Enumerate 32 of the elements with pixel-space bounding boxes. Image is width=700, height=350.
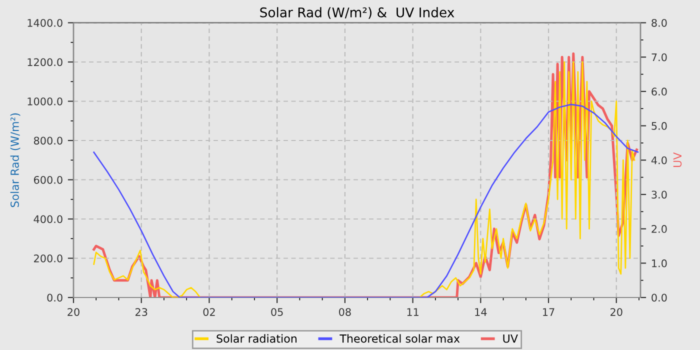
y2-tick-label: 5.0 bbox=[652, 122, 667, 130]
x-tick-label: 14 bbox=[475, 308, 487, 316]
x-tick-label: 11 bbox=[407, 308, 418, 316]
legend-label: UV bbox=[503, 334, 518, 343]
y2-tick-label: 4.0 bbox=[651, 156, 667, 164]
y-tick-label: 800.0 bbox=[34, 136, 62, 145]
x-tick-label: 17 bbox=[543, 308, 554, 316]
y-tick-label: 200.0 bbox=[34, 254, 62, 262]
y2-tick-label: 0.0 bbox=[652, 294, 667, 302]
y-tick-label: 600.0 bbox=[34, 176, 62, 184]
x-tick-label: 08 bbox=[338, 308, 351, 316]
y2-tick-label: 7.0 bbox=[652, 53, 667, 62]
y-tick-label: 400.0 bbox=[34, 215, 62, 224]
legend-label: Theoretical solar max bbox=[340, 334, 460, 343]
y2-tick-label: 1.0 bbox=[652, 259, 667, 268]
y-tick-label: 1400.0 bbox=[28, 18, 62, 27]
x-tick-label: 05 bbox=[271, 308, 283, 316]
x-tick-label: 20 bbox=[610, 308, 622, 316]
x-tick-label: 23 bbox=[135, 308, 148, 316]
y-tick-label: 1000.0 bbox=[28, 97, 62, 106]
y2-tick-label: 8.0 bbox=[652, 18, 667, 27]
y-tick-label: 0.0 bbox=[47, 294, 62, 302]
y2-tick-label: 3.0 bbox=[652, 190, 667, 199]
x-tick-label: 02 bbox=[203, 308, 215, 316]
y-axis-title: Solar Rad (W/m²) bbox=[10, 113, 20, 208]
x-tick-label: 20 bbox=[68, 308, 80, 316]
y2-axis-title: UV bbox=[673, 152, 682, 168]
legend-label: Solar radiation bbox=[216, 334, 297, 343]
chart-title: Solar Rad (W/m²) & UV Index bbox=[260, 7, 454, 19]
y2-tick-label: 6.0 bbox=[652, 88, 667, 96]
y2-tick-label: 2.0 bbox=[652, 225, 667, 233]
y-tick-label: 1200.0 bbox=[28, 58, 62, 66]
